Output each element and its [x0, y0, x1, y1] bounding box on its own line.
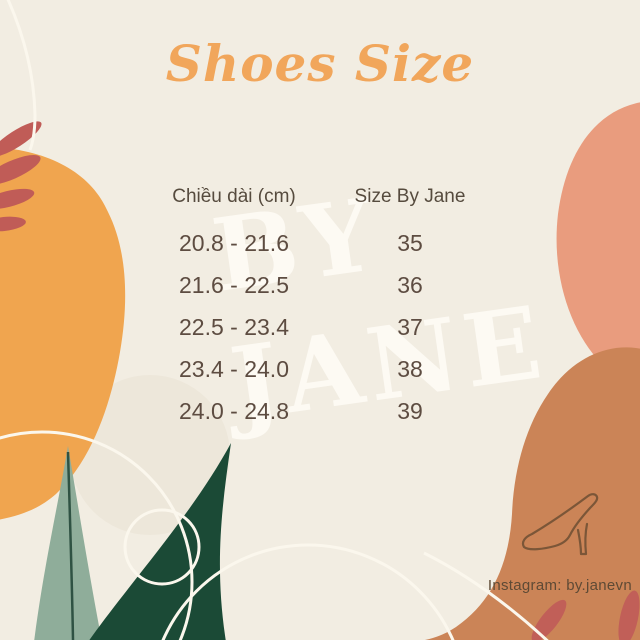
- white-squiggle-circles: [0, 0, 549, 640]
- size-cell: 37: [397, 313, 423, 340]
- length-range-cell: 24.0 - 24.8: [179, 397, 289, 424]
- orange-blob: [0, 147, 126, 520]
- size-cell: 36: [397, 271, 423, 298]
- table-row: 23.4 - 24.0 38: [140, 348, 492, 390]
- poster-title: Shoes Size: [165, 34, 475, 93]
- size-cell: 38: [397, 355, 423, 382]
- length-range-cell: 23.4 - 24.0: [179, 355, 289, 382]
- terracotta-blob: [424, 347, 640, 640]
- table-row: 22.5 - 23.4 37: [140, 306, 492, 348]
- size-cell: 35: [397, 229, 423, 256]
- size-table: Chiều dài (cm) Size By Jane 20.8 - 21.6 …: [140, 176, 492, 432]
- column-header-size: Size By Jane: [354, 186, 466, 207]
- sage-leaf-vein: [66, 451, 75, 640]
- table-row: 21.6 - 22.5 36: [140, 264, 492, 306]
- table-row: 20.8 - 21.6 35: [140, 222, 492, 264]
- length-range-cell: 21.6 - 22.5: [179, 271, 289, 298]
- length-range-cell: 22.5 - 23.4: [179, 313, 289, 340]
- coral-fronds-bottom-right: [531, 590, 640, 640]
- length-range-cell: 20.8 - 21.6: [179, 229, 289, 256]
- pink-blob: [556, 102, 640, 385]
- column-header-length: Chiều dài (cm): [172, 186, 296, 207]
- instagram-handle: Instagram: by.janevn: [487, 577, 632, 594]
- high-heel-icon: [521, 493, 599, 556]
- table-row: 24.0 - 24.8 39: [140, 390, 492, 432]
- size-cell: 39: [397, 397, 423, 424]
- coral-fronds-top-left: [0, 121, 42, 232]
- table-header-row: Chiều dài (cm) Size By Jane: [140, 176, 492, 218]
- sage-leaf: [34, 446, 102, 640]
- light-circle: [70, 375, 230, 535]
